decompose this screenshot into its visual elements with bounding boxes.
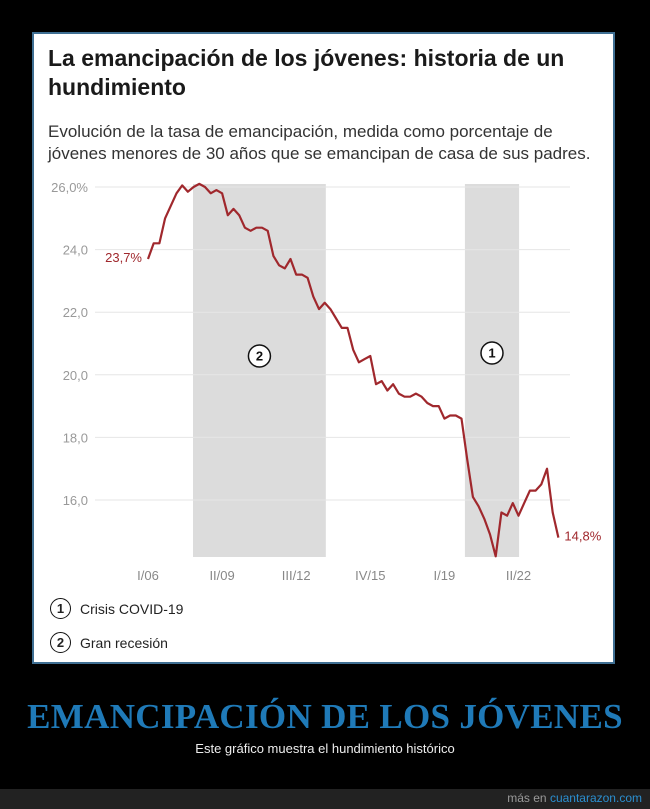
legend-marker-1: 1	[50, 598, 71, 619]
x-tick-label: II/22	[506, 568, 531, 583]
x-tick-label: I/19	[434, 568, 456, 583]
start-value-label: 23,7%	[105, 250, 142, 265]
shaded-period	[464, 184, 520, 557]
period-marker-circle	[247, 344, 272, 368]
period-marker-circle	[480, 341, 504, 365]
footer-bar: más en cuantarazon.com	[0, 789, 650, 809]
footer-text: más en cuantarazon.com	[507, 791, 642, 805]
legend-label: Gran recesión	[80, 634, 168, 651]
site-link[interactable]: cuantarazon.com	[549, 791, 642, 805]
end-value-label: 14,8%	[564, 529, 601, 544]
period-marker-label: 2	[256, 349, 263, 364]
legend-item-covid: 1 Crisis COVID-19	[50, 598, 183, 619]
post-caption: Este gráfico muestra el hundimiento hist…	[195, 741, 455, 756]
legend-label: Crisis COVID-19	[80, 600, 184, 617]
legend-item-recession: 2 Gran recesión	[50, 632, 168, 653]
y-tick-label: 26,0%	[51, 180, 88, 195]
chart-title: La emancipación de los jóvenes: historia…	[48, 45, 565, 100]
y-tick-label: 22,0	[63, 305, 88, 320]
y-tick-label: 16,0	[63, 493, 88, 508]
shaded-period	[193, 184, 326, 557]
period-marker-label: 1	[488, 346, 495, 361]
x-tick-label: IV/15	[355, 568, 385, 583]
x-tick-label: III/12	[282, 568, 311, 583]
y-tick-label: 18,0	[63, 430, 88, 445]
y-tick-label: 24,0	[63, 243, 88, 258]
chart-subtitle: Evolución de la tasa de emancipación, me…	[48, 122, 591, 163]
post-headline: EMANCIPACIÓN DE LOS JÓVENES	[27, 697, 623, 736]
line-chart: 26,0% 24,0 22,0 20,0 18,0 16,0 I/06 II/09 III/1…	[51, 180, 602, 583]
legend-marker-2: 2	[50, 632, 71, 653]
x-tick-label: II/09	[209, 568, 234, 583]
x-tick-label: I/06	[137, 568, 159, 583]
series-line	[146, 182, 560, 558]
footer-prefix: más en	[507, 791, 547, 805]
y-tick-label: 20,0	[63, 368, 88, 383]
